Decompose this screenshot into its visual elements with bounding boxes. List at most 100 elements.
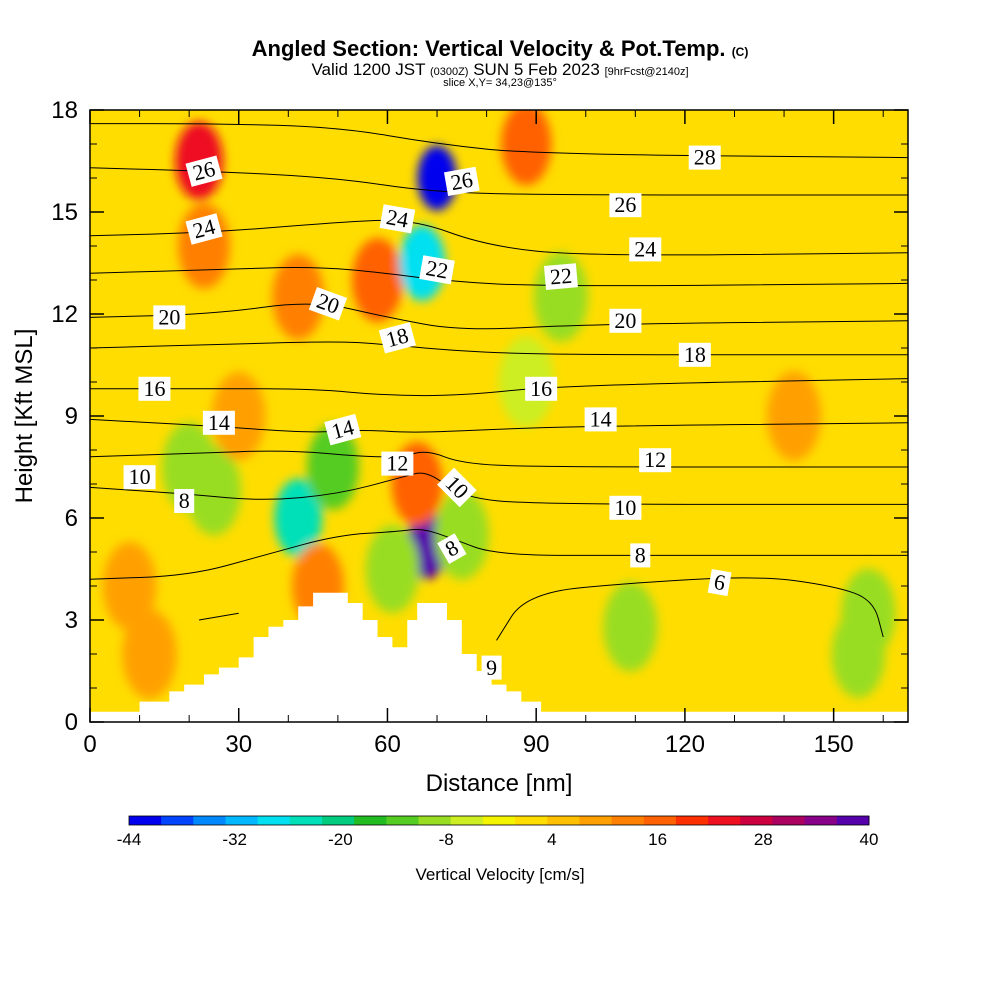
velocity-feature-20 — [603, 582, 658, 672]
velocity-feature-23 — [211, 372, 266, 460]
contour-label: 12 — [381, 451, 414, 476]
velocity-feature-22 — [102, 542, 157, 630]
contour-label: 22 — [419, 255, 455, 285]
contour-label: 24 — [629, 236, 662, 262]
contour-label: 26 — [609, 192, 642, 218]
chart-title: Angled Section: Vertical Velocity & Pot.… — [251, 36, 749, 61]
colorbar-swatch — [193, 816, 226, 825]
colorbar-swatch — [611, 816, 645, 825]
colorbar-tick-label: 16 — [648, 830, 667, 849]
y-axis-label: Height [Kft MSL] — [11, 329, 38, 504]
isentrope-28 — [90, 123, 908, 159]
x-tick-label: 150 — [814, 731, 854, 758]
colorbar-swatch — [740, 816, 773, 825]
colorbar-swatch — [322, 816, 355, 825]
contour-label: 28 — [688, 145, 721, 170]
contour-label: 24 — [185, 213, 223, 245]
colorbar-swatch — [129, 816, 162, 825]
utc-time: (0300Z) — [429, 66, 469, 78]
contour-label: 18 — [678, 342, 711, 367]
contour-label: 6 — [481, 655, 502, 681]
svg-text:28: 28 — [694, 145, 716, 170]
svg-text:22: 22 — [549, 263, 573, 290]
contour-label: 10 — [609, 495, 642, 520]
colorbar-swatch — [418, 816, 452, 825]
velocity-feature-14 — [365, 525, 420, 613]
velocity-feature-21 — [122, 609, 177, 699]
axes: 0 30 60 90 120 150 0 3 6 9 12 15 18 Distance [nm] Heig… — [11, 97, 909, 797]
colorbar-swatch — [161, 816, 194, 825]
svg-text:24: 24 — [384, 204, 410, 232]
svg-text:8: 8 — [635, 542, 646, 567]
colorbar-tick-label: -20 — [328, 830, 353, 849]
slice-info: slice X,Y= 34,23@135° — [443, 77, 557, 89]
y-tick-label: 6 — [65, 505, 78, 532]
velocity-feature-2 — [501, 110, 552, 186]
colorbar-swatch — [225, 816, 259, 825]
colorbar-label: Vertical Velocity [cm/s] — [415, 865, 584, 884]
contour-label: 18 — [378, 322, 416, 354]
contour-label: 26 — [443, 167, 480, 196]
y-tick-label: 18 — [51, 97, 78, 124]
y-tick-label: 3 — [65, 607, 78, 634]
colorbar-swatch — [675, 816, 709, 825]
isentrope-18 — [90, 341, 908, 356]
plot-area: 26 24 20 16 14 10 8 20 14 24 26 22 18 12 10 8 6 22 16 28 26 2… — [90, 110, 908, 722]
svg-text:26: 26 — [449, 167, 475, 195]
y-tick-label: 0 — [65, 709, 78, 736]
contour-label: 22 — [543, 263, 578, 290]
svg-text:18: 18 — [684, 342, 706, 367]
chart-subtitle: Valid 1200 JST (0300Z) SUN 5 Feb 2023 [9… — [311, 60, 689, 79]
contour-label: 20 — [308, 287, 348, 321]
y-tick-label: 9 — [65, 403, 78, 430]
colorbar-swatch — [772, 816, 806, 825]
x-axis-label: Distance [nm] — [426, 770, 573, 797]
colorbar-swatch — [836, 816, 870, 825]
x-tick-label: 0 — [83, 731, 96, 758]
colorbar: -44 -32 -20 -8 4 16 28 40 Vertical Velocity [cm/… — [117, 815, 879, 884]
contour-label: 24 — [379, 204, 416, 234]
svg-text:10: 10 — [129, 464, 151, 489]
contour-label: 6 — [707, 569, 732, 597]
colorbar-tick-label: 4 — [547, 830, 556, 849]
colorbar-tick-label: 40 — [860, 830, 879, 849]
colorbar-tick-label: 28 — [754, 830, 773, 849]
colorbar-tick-label: -32 — [222, 830, 247, 849]
svg-text:16: 16 — [530, 376, 552, 401]
colorbar-tick-label: -8 — [439, 830, 454, 849]
contour-label: 14 — [584, 406, 617, 432]
colorbar-swatch — [708, 816, 741, 825]
contour-label: 8 — [630, 542, 651, 568]
x-tick-label: 120 — [665, 731, 705, 758]
svg-text:12: 12 — [644, 447, 666, 472]
isentrope-8 — [90, 528, 908, 580]
isentrope-6 — [198, 612, 239, 621]
velocity-feature-3 — [272, 254, 325, 340]
x-tick-label: 30 — [225, 731, 252, 758]
svg-text:22: 22 — [424, 255, 450, 283]
x-tick-label: 90 — [523, 731, 550, 758]
colorbar-swatch — [289, 816, 323, 825]
svg-text:10: 10 — [614, 495, 636, 520]
colorbar-swatch — [804, 816, 838, 825]
terrain — [90, 592, 908, 722]
colorbar-swatch — [450, 816, 484, 825]
contour-label: 16 — [138, 376, 171, 401]
y-tick-label: 15 — [51, 199, 78, 226]
colorbar-swatch — [643, 816, 677, 825]
svg-text:26: 26 — [614, 192, 636, 217]
svg-text:14: 14 — [208, 410, 230, 435]
svg-text:20: 20 — [614, 308, 636, 333]
colorbar-swatch — [257, 816, 291, 825]
chart-title-unit: (C) — [731, 45, 749, 59]
velocity-feature-10 — [307, 424, 359, 510]
colorbar-swatch — [354, 816, 387, 825]
contour-label: 14 — [202, 410, 235, 435]
svg-text:8: 8 — [179, 488, 190, 513]
colorbar-swatch — [515, 816, 548, 825]
contour-label: 26 — [185, 155, 223, 187]
svg-text:20: 20 — [158, 304, 180, 329]
svg-text:6: 6 — [486, 656, 497, 681]
isentrope-26 — [90, 167, 908, 196]
